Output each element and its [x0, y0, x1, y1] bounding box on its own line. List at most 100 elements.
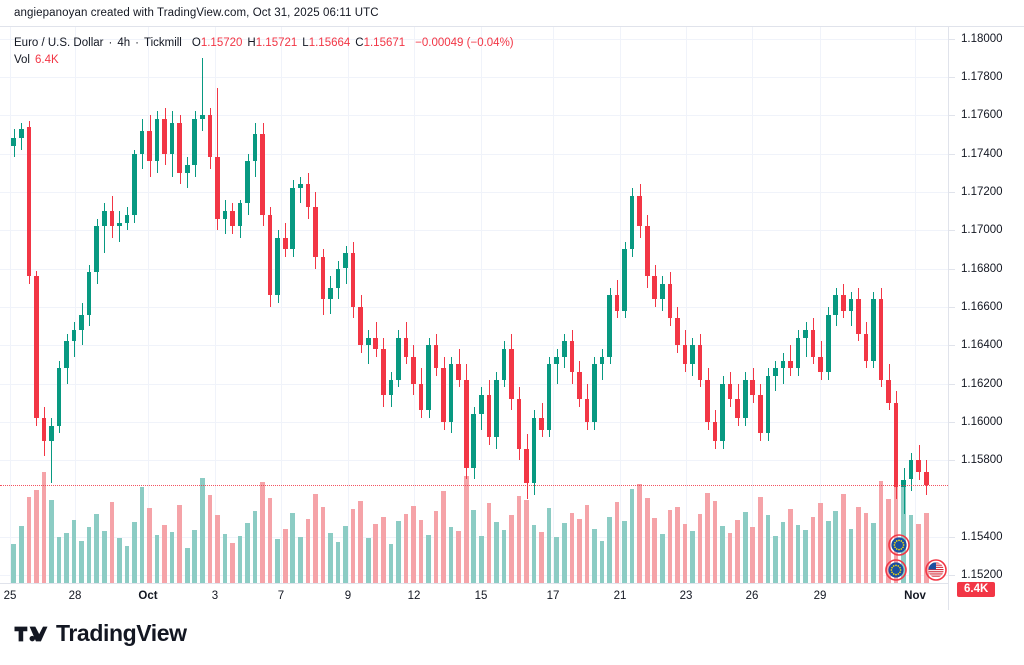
candle-body	[720, 383, 725, 442]
candle-wick	[104, 203, 105, 254]
candle-body	[561, 341, 567, 357]
volume-bar	[463, 476, 469, 583]
candle-wick	[904, 468, 905, 514]
vertical-gridline	[553, 27, 554, 583]
tradingview-branding: TradingView	[14, 622, 187, 645]
volume-bar	[705, 492, 710, 583]
volume-bar	[682, 524, 688, 583]
volume-bar	[908, 515, 914, 583]
time-tick-label: 9	[344, 590, 352, 602]
candle-body	[531, 418, 537, 484]
eu-flag-icon[interactable]	[888, 534, 910, 556]
time-tick-label: Oct	[138, 590, 158, 602]
candle-wick	[806, 322, 807, 357]
candle-body	[11, 138, 17, 146]
us-flag-icon[interactable]	[925, 559, 947, 581]
volume-bar	[644, 497, 650, 583]
candle-body	[320, 257, 326, 300]
volume-bar	[531, 525, 537, 583]
vertical-gridline	[10, 27, 11, 583]
price-tick-mark	[949, 306, 955, 308]
volume-bar	[418, 519, 424, 583]
legend-volume-label: Vol	[14, 54, 30, 66]
chart-plot-area[interactable]	[0, 27, 948, 583]
candle-body	[524, 448, 529, 484]
vertical-gridline	[820, 27, 821, 583]
legend-symbol[interactable]: Euro / U.S. Dollar	[14, 37, 104, 49]
legend-exchange[interactable]: Tickmill	[143, 37, 182, 49]
candle-wick	[187, 157, 188, 189]
volume-bar	[365, 538, 371, 583]
candle-body	[441, 368, 446, 422]
volume-bar	[290, 513, 296, 583]
volume-bar	[727, 532, 733, 583]
candle-body	[396, 337, 401, 380]
candle-body	[192, 119, 198, 165]
time-tick-label: 21	[613, 590, 627, 602]
chart-container[interactable]: Euro / U.S. Dollar · 4h · Tickmill O1.15720 H1…	[0, 26, 1024, 610]
candle-body	[705, 379, 710, 422]
candle-body	[117, 222, 122, 227]
candle-body	[727, 383, 733, 399]
candle-wick	[300, 176, 301, 204]
candle-body	[418, 383, 424, 411]
volume-bar	[177, 504, 182, 583]
legend-volume-value: 6.4K	[35, 54, 59, 66]
volume-bar	[237, 536, 243, 583]
volume-bar	[916, 524, 922, 583]
price-axis[interactable]: 1.18000 1.17800 1.17600 1.17400 1.17200 1.170…	[948, 27, 1024, 610]
volume-bar	[101, 530, 107, 583]
candle-body	[313, 207, 318, 257]
vertical-gridline	[75, 27, 76, 583]
volume-bar	[184, 548, 190, 583]
candle-body	[652, 276, 658, 300]
eu-flag-icon[interactable]	[885, 559, 907, 581]
price-tick-label: 1.15200	[961, 569, 1003, 582]
candle-body	[49, 425, 54, 442]
candle-body	[124, 214, 130, 223]
time-axis[interactable]: 25 28 Oct 3 7 9 12 15 17 21 23 26 29 Nov	[0, 583, 948, 610]
volume-bar	[871, 523, 876, 583]
volume-bar	[561, 523, 567, 583]
volume-bar	[825, 520, 831, 583]
candle-body	[742, 379, 748, 419]
candle-wick	[119, 211, 120, 242]
price-tick-label: 1.16200	[961, 377, 1003, 390]
time-tick-label: 25	[3, 590, 17, 602]
volume-bar	[607, 516, 612, 583]
legend-interval[interactable]: 4h	[117, 37, 131, 49]
time-tick-label: 29	[813, 590, 827, 602]
candle-body	[26, 126, 32, 277]
volume-bar	[788, 508, 793, 583]
volume-bar	[840, 493, 846, 583]
candle-body	[19, 128, 24, 139]
legend-high-label: H	[247, 37, 256, 49]
candle-body	[230, 211, 235, 227]
candle-body	[667, 283, 673, 319]
legend-close-value: 1.15671	[363, 37, 406, 49]
volume-bar	[94, 514, 100, 583]
volume-bar	[222, 533, 228, 583]
price-tick-label: 1.16400	[961, 339, 1003, 352]
candle-body	[380, 349, 386, 396]
volume-bar	[380, 516, 386, 583]
candle-body	[803, 329, 808, 338]
candle-body	[305, 184, 311, 208]
candle-body	[456, 364, 462, 380]
candle-body	[245, 161, 250, 204]
candle-wick	[368, 329, 369, 365]
volume-bar	[878, 480, 884, 583]
candle-body	[788, 360, 793, 369]
price-tick-mark	[949, 460, 955, 462]
chart-legend[interactable]: Euro / U.S. Dollar · 4h · Tickmill O1.15720 H1…	[14, 35, 514, 69]
current-volume-badge[interactable]: 6.4K	[957, 582, 996, 597]
time-tick-label: 23	[679, 590, 693, 602]
volume-bar	[388, 543, 394, 583]
price-tick-mark	[949, 115, 955, 117]
current-price-line	[0, 485, 948, 486]
legend-volume-row: Vol 6.4K	[14, 52, 514, 69]
candle-body	[871, 299, 876, 361]
candle-body	[79, 314, 84, 330]
candle-body	[622, 249, 627, 311]
candle-body	[856, 299, 861, 334]
